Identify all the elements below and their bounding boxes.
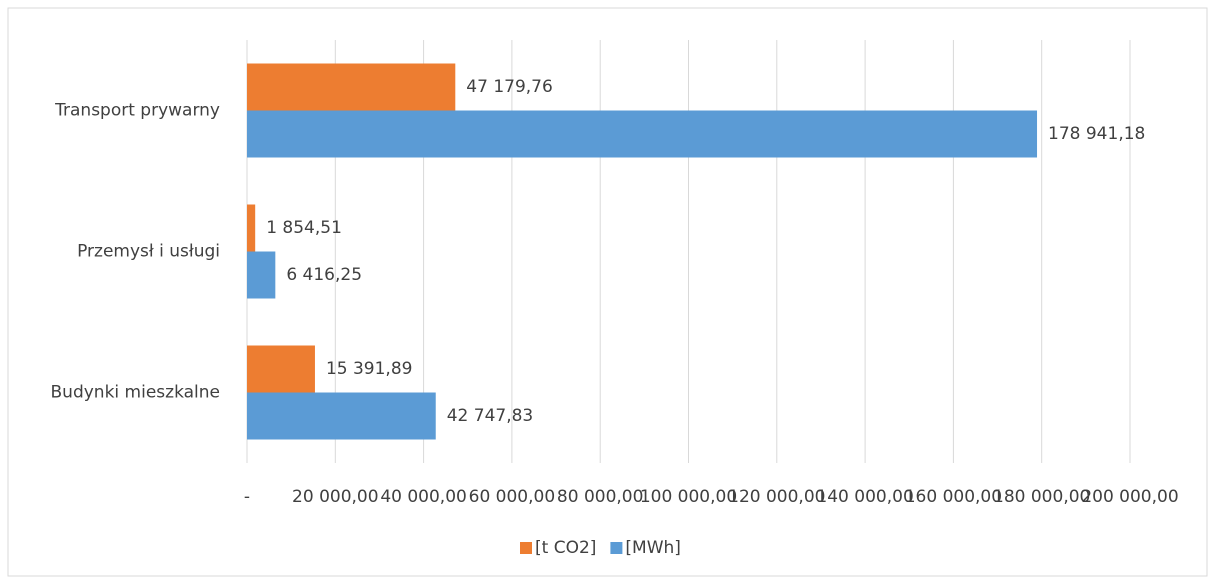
x-tick-label: - — [244, 487, 250, 507]
value-label: 6 416,25 — [286, 265, 362, 285]
x-tick-label: 80 000,00 — [557, 487, 644, 507]
bar — [247, 251, 276, 299]
bar — [247, 204, 256, 252]
value-label: 1 854,51 — [266, 218, 342, 238]
x-tick-label: 60 000,00 — [469, 487, 556, 507]
value-label: 15 391,89 — [326, 359, 413, 379]
y-tick-label: Transport prywarny — [54, 101, 220, 121]
x-tick-label: 180 000,00 — [993, 487, 1090, 507]
value-label: 47 179,76 — [466, 77, 553, 97]
x-tick-label: 100 000,00 — [640, 487, 737, 507]
legend-label: [MWh] — [625, 538, 681, 558]
bar — [247, 63, 456, 111]
bar — [247, 110, 1038, 158]
x-tick-label: 20 000,00 — [292, 487, 379, 507]
y-tick-label: Przemysł i usługi — [77, 242, 220, 262]
x-tick-label: 120 000,00 — [728, 487, 825, 507]
x-tick-label: 200 000,00 — [1081, 487, 1178, 507]
bar — [247, 392, 436, 440]
bar — [247, 345, 315, 393]
x-tick-label: 140 000,00 — [816, 487, 913, 507]
legend-swatch — [610, 542, 623, 554]
chart-border — [7, 7, 1208, 577]
x-tick-label: 40 000,00 — [380, 487, 467, 507]
value-label: 178 941,18 — [1048, 124, 1145, 144]
x-tick-label: 160 000,00 — [905, 487, 1002, 507]
value-label: 42 747,83 — [447, 406, 534, 426]
legend-label: [t CO2] — [535, 538, 596, 558]
legend-swatch — [520, 542, 532, 554]
y-tick-label: Budynki mieszkalne — [51, 383, 220, 403]
